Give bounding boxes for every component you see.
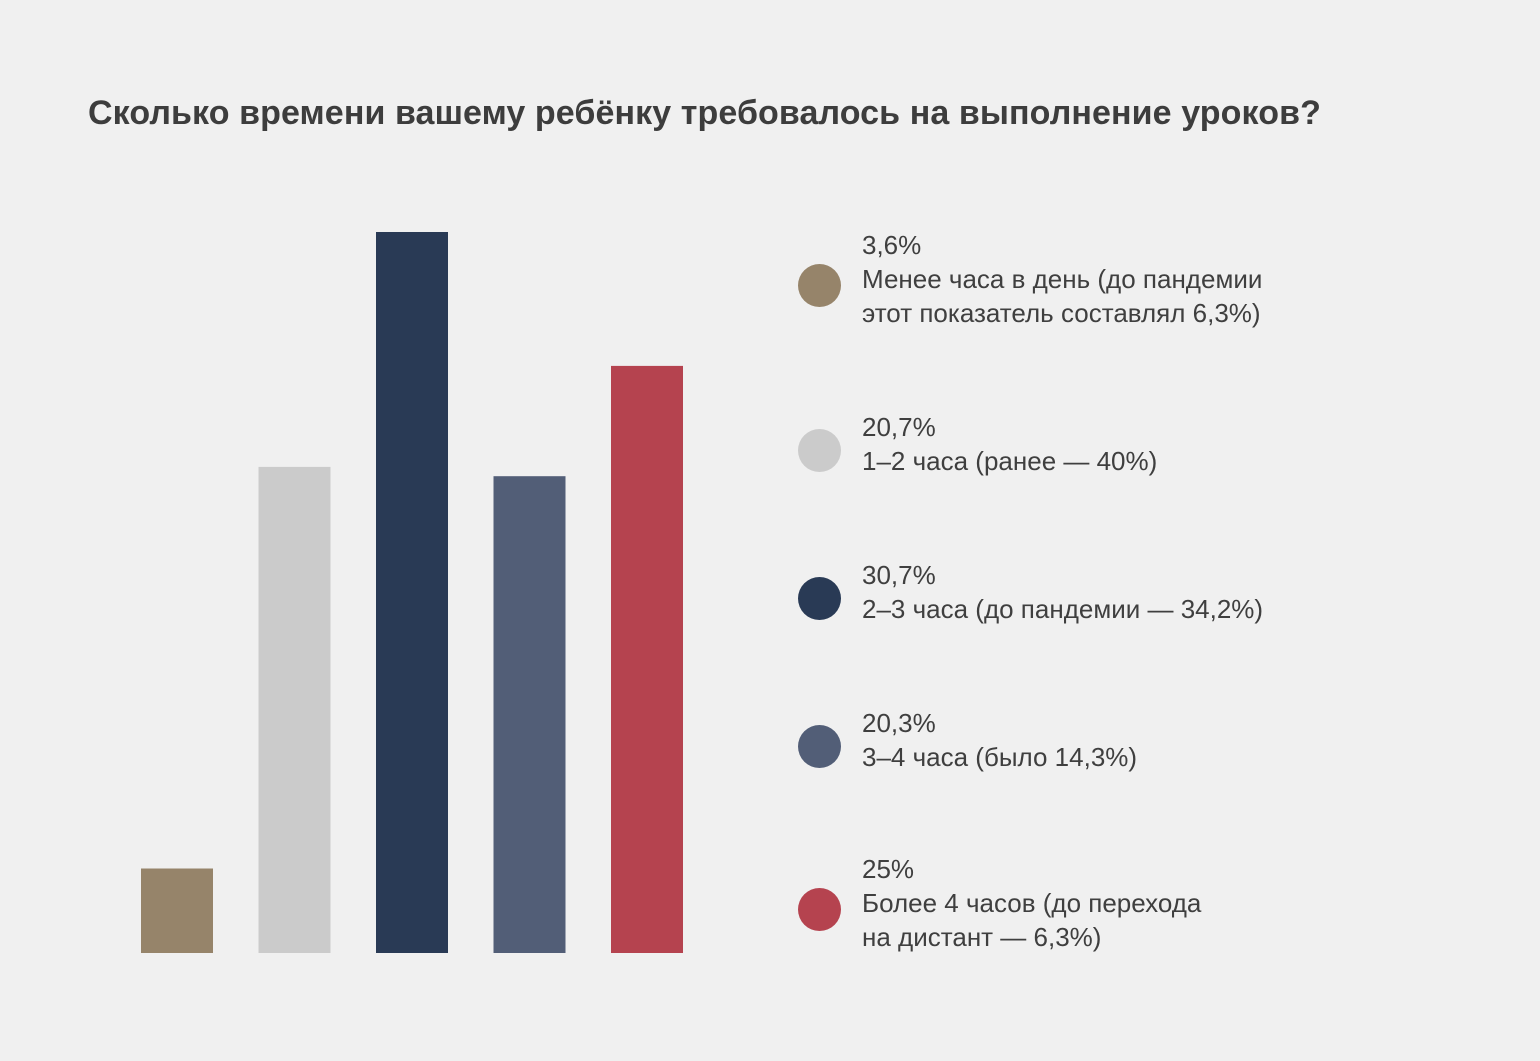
chart-title: Сколько времени вашему ребёнку требовало… xyxy=(88,94,1321,132)
legend-value: 3,6% xyxy=(862,230,922,260)
legend-value: 20,7% xyxy=(862,412,936,442)
legend-value: 30,7% xyxy=(862,560,936,590)
legend-label: 3–4 часа (было 14,3%) xyxy=(862,742,1138,772)
legend-label: на дистант — 6,3%) xyxy=(862,922,1102,952)
legend-text: 20,3% 3–4 часа (было 14,3%) xyxy=(862,706,1137,774)
bar-2 xyxy=(258,466,331,953)
legend-label: Более 4 часов (до перехода xyxy=(862,888,1202,918)
legend-label: этот показатель составлял 6,3%) xyxy=(862,298,1261,328)
legend-swatch xyxy=(798,576,841,620)
bar-1 xyxy=(141,868,213,953)
legend-value: 25% xyxy=(862,854,915,884)
legend-text: 25% Более 4 часов (до перехода на дистант … xyxy=(862,852,1201,954)
legend-swatch xyxy=(798,428,841,472)
legend-swatch xyxy=(798,887,841,931)
legend-value: 20,3% xyxy=(862,708,936,738)
legend-label: Менее часа в день (до пандемии xyxy=(862,264,1263,294)
legend-swatch xyxy=(798,263,841,307)
bar-5 xyxy=(611,365,683,953)
legend-text: 20,7% 1–2 часа (ранее — 40%) xyxy=(862,410,1157,478)
bar-4 xyxy=(493,476,566,953)
bar-chart xyxy=(141,232,683,953)
legend-label: 1–2 часа (ранее — 40%) xyxy=(862,446,1158,476)
legend-text: 3,6% Менее часа в день (до пандемии этот п… xyxy=(862,228,1262,330)
legend-text: 30,7% 2–3 часа (до пандемии — 34,2%) xyxy=(862,558,1263,626)
bar-3 xyxy=(376,232,448,953)
legend-swatch xyxy=(798,724,841,768)
legend-label: 2–3 часа (до пандемии — 34,2%) xyxy=(862,594,1264,624)
